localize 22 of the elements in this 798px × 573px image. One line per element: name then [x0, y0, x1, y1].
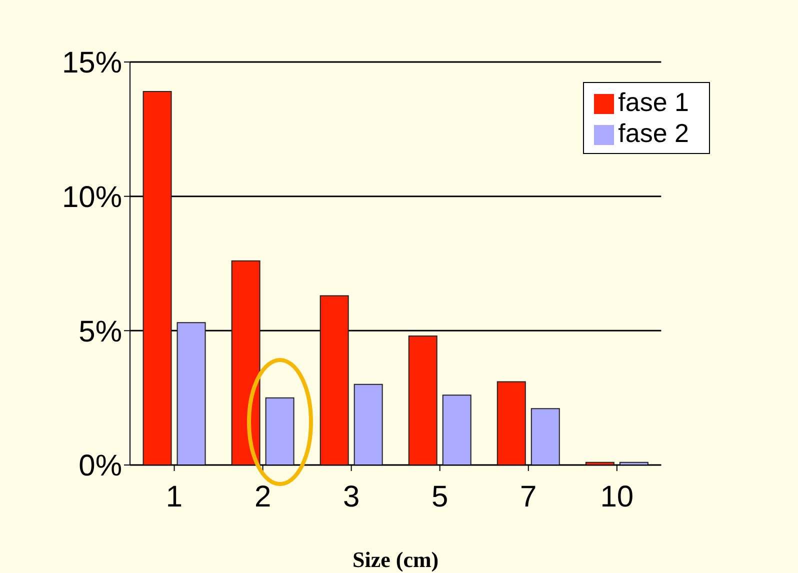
- bar: [442, 394, 472, 465]
- x-tick-label: 1: [166, 480, 183, 514]
- x-tick-label: 10: [600, 480, 634, 514]
- bar: [142, 91, 172, 465]
- x-tick-label: 7: [520, 480, 537, 514]
- legend-label: fase 1: [618, 87, 689, 117]
- bar: [176, 322, 206, 465]
- legend-label: fase 2: [618, 118, 689, 148]
- bar: [496, 381, 526, 465]
- y-tick-label: 15%: [62, 46, 122, 80]
- y-tick-label: 5%: [78, 315, 122, 348]
- bar: [530, 408, 560, 465]
- bar: [354, 384, 383, 465]
- x-tick-label: 2: [254, 480, 272, 514]
- bar: [265, 397, 294, 465]
- x-tick-label: 5: [432, 480, 448, 514]
- bar: [408, 336, 438, 465]
- bar: [320, 295, 349, 465]
- y-tick-label: 0%: [78, 450, 122, 483]
- x-tick-label: 3: [342, 480, 360, 514]
- x-axis-title: Size (cm): [352, 547, 439, 572]
- y-tick-label: 10%: [62, 180, 122, 214]
